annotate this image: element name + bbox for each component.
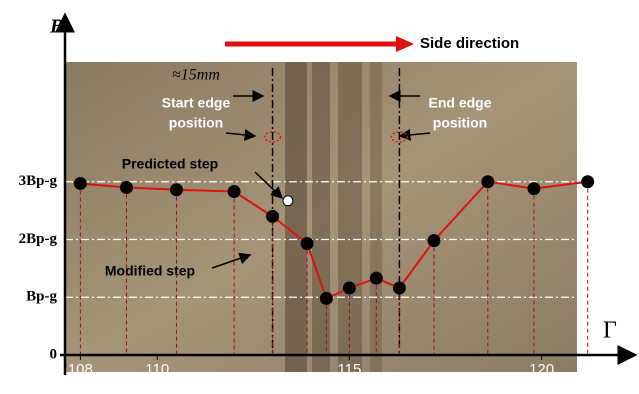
- data-point: [228, 186, 240, 198]
- data-point: [370, 272, 382, 284]
- direction-arrow-head: [396, 36, 414, 52]
- x-tick-label: 108: [68, 361, 93, 378]
- x-axis-label: Γ: [603, 318, 617, 344]
- direction-label: Side direction: [420, 35, 519, 52]
- y-axis-label: B: [49, 16, 63, 38]
- data-point: [120, 182, 132, 194]
- data-point: [582, 176, 594, 188]
- data-point: [74, 177, 86, 189]
- data-point: [267, 210, 279, 222]
- x-tick-label: 120: [529, 361, 554, 378]
- x-tick-label: 115: [337, 361, 361, 378]
- data-point: [170, 184, 182, 196]
- data-point: [320, 292, 332, 304]
- legend-entry: Predicted step: [122, 156, 218, 172]
- y-tick-label: 3Bp-g: [19, 173, 58, 189]
- y-tick-label: 2Bp-g: [19, 231, 58, 247]
- end-edge-label: End edge: [428, 95, 491, 111]
- chart: Side direction B Γ ≈15mm Start edge posi…: [0, 0, 639, 389]
- data-point: [343, 282, 355, 294]
- data-point: [393, 282, 405, 294]
- x-tick-label: 110: [145, 361, 169, 378]
- data-point: [482, 176, 494, 188]
- end-edge-label: position: [433, 115, 487, 131]
- width-label: ≈15mm: [172, 67, 220, 84]
- data-point: [428, 235, 440, 247]
- legend-entry: Modified step: [105, 263, 195, 279]
- data-point: [301, 238, 313, 250]
- data-point: [283, 196, 293, 206]
- start-edge-label: Start edge: [162, 95, 231, 111]
- y-tick-label: Bp-g: [26, 289, 57, 305]
- photo-background: [65, 62, 577, 372]
- y-tick-label: 0: [50, 346, 58, 362]
- data-point: [528, 183, 540, 195]
- start-edge-label: position: [169, 115, 223, 131]
